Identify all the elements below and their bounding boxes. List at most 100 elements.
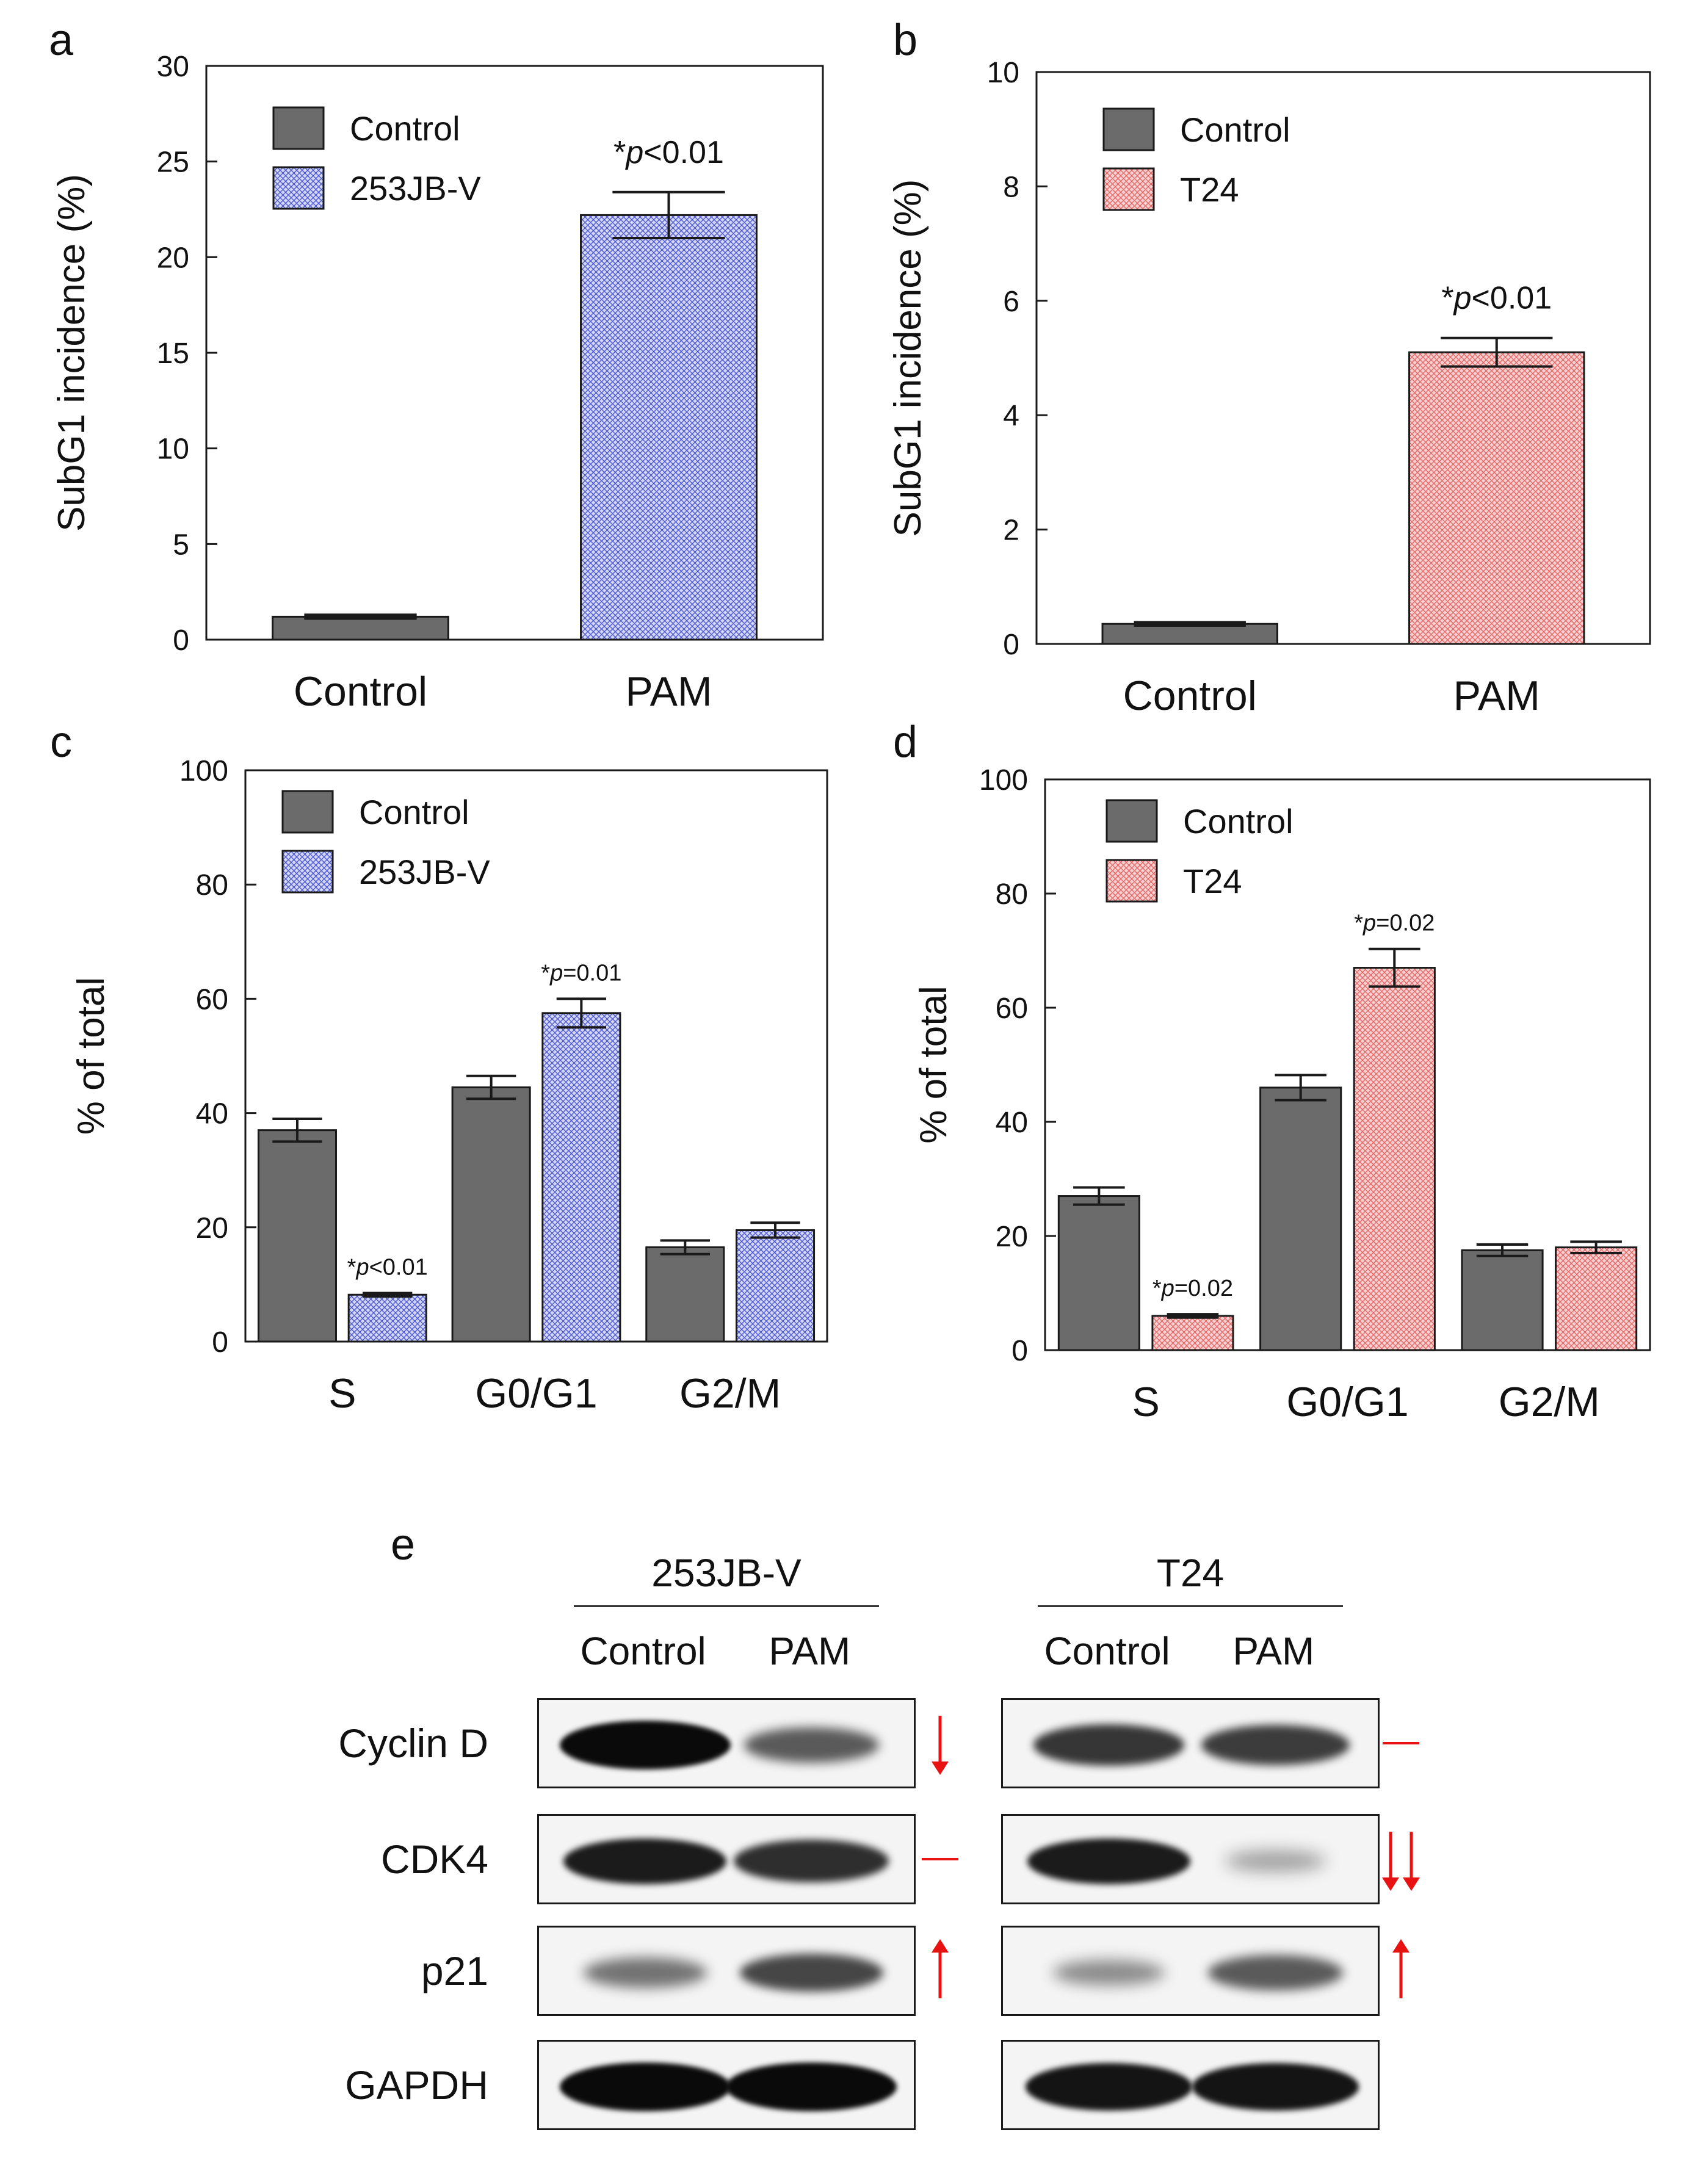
significance-label: *p=0.02 xyxy=(1354,911,1435,936)
change-indicator-none xyxy=(922,1858,958,1860)
legend-swatch xyxy=(1102,167,1155,211)
x-tick-label: S xyxy=(1132,1379,1159,1425)
blot-band xyxy=(1053,1959,1165,1986)
bar-control-control xyxy=(1101,623,1278,645)
y-tick-label: 2 xyxy=(1003,515,1019,547)
y-tick-label: 4 xyxy=(1003,400,1019,432)
blot-pane xyxy=(537,1698,916,1788)
bar-g2-m-control xyxy=(1461,1249,1544,1351)
panel-label: b xyxy=(893,16,917,65)
bar-g0-g1-t24 xyxy=(1353,967,1436,1351)
x-tick-label: S xyxy=(328,1370,356,1417)
panel-label: d xyxy=(893,718,917,767)
blot-lane-label: PAM xyxy=(1232,1629,1315,1673)
change-indicator-double-down xyxy=(1382,1832,1420,1891)
legend-swatch xyxy=(1102,107,1155,151)
blot-band xyxy=(1025,2063,1193,2111)
y-axis-label: % of total xyxy=(913,986,955,1143)
y-tick-label: 20 xyxy=(996,1221,1028,1253)
change-indicator-none xyxy=(1373,2048,1428,2122)
y-tick-label: 80 xyxy=(996,878,1028,911)
y-axis-label: % of total xyxy=(70,977,112,1135)
bar-g2-m-control xyxy=(645,1246,725,1343)
chart-c: c 0 20 40 60 80 100 % of total S G0/G1 G2/M Control… xyxy=(50,718,828,1417)
x-tick-label: PAM xyxy=(625,668,712,715)
blot-pane xyxy=(1001,2040,1380,2130)
blot-lane-label: Control xyxy=(580,1629,706,1673)
legend-swatch xyxy=(272,106,325,150)
plot-frame xyxy=(244,769,828,1343)
y-tick-label: 10 xyxy=(157,433,189,466)
change-indicator-none xyxy=(913,2048,968,2122)
blot-lane-label: PAM xyxy=(769,1629,851,1673)
y-tick-label: 60 xyxy=(196,983,228,1016)
blot-pane xyxy=(1001,1926,1380,2016)
y-tick-label: 20 xyxy=(196,1212,228,1245)
blot-group-underline xyxy=(574,1605,879,1607)
x-tick-label: G0/G1 xyxy=(1286,1379,1408,1425)
y-tick-label: 100 xyxy=(179,755,228,787)
y-tick-label: 0 xyxy=(1011,1335,1028,1367)
legend-label: Control xyxy=(350,109,460,148)
legend-label: Control xyxy=(359,793,469,831)
plot-frame xyxy=(1044,778,1651,1351)
chart-d: d 0 20 40 60 80 100 % of total S G0/G1 G2/M Control… xyxy=(893,718,1651,1425)
blot-band xyxy=(1192,2063,1359,2111)
blot-band xyxy=(559,1721,731,1769)
significance-label: *p<0.01 xyxy=(1441,281,1552,316)
blot-pane xyxy=(1001,1814,1380,1904)
change-indicator-down xyxy=(932,1716,949,1775)
y-tick-label: 40 xyxy=(996,1107,1028,1139)
change-indicator-up xyxy=(932,1939,949,1998)
panel-label: a xyxy=(49,16,74,65)
y-tick-label: 20 xyxy=(157,242,189,274)
y-tick-label: 0 xyxy=(1003,629,1019,661)
significance-label: *p<0.01 xyxy=(613,135,724,170)
blot-row-label: CDK4 xyxy=(380,1837,488,1882)
change-indicator-up xyxy=(1392,1939,1409,1998)
legend-swatch xyxy=(272,166,325,210)
x-tick-label: G0/G1 xyxy=(475,1370,597,1417)
blot-pane xyxy=(1001,1698,1380,1788)
bar-pam-t24 xyxy=(1408,351,1585,645)
legend-label: 253JB-V xyxy=(359,853,490,891)
bar-s-t24 xyxy=(1151,1315,1234,1351)
blot-band xyxy=(726,2062,897,2111)
y-tick-label: 60 xyxy=(996,992,1028,1025)
blot-group-underline xyxy=(1038,1605,1343,1607)
blot-band xyxy=(1201,1725,1350,1765)
bar-g0-g1-253jb-v xyxy=(541,1012,621,1343)
up-arrow-head-icon xyxy=(932,1939,949,1953)
x-tick-label: Control xyxy=(294,668,427,715)
blot-band xyxy=(734,1840,889,1882)
blot-band xyxy=(1207,1955,1344,1990)
blot-band xyxy=(583,1957,707,1988)
blot-band xyxy=(1225,1850,1326,1872)
bar-s-control xyxy=(1057,1195,1140,1351)
significance-label: *p=0.01 xyxy=(541,960,621,986)
x-tick-label: PAM xyxy=(1453,673,1540,719)
y-tick-label: 0 xyxy=(212,1326,228,1359)
bar-g2-m-t24 xyxy=(1555,1246,1638,1351)
plot-frame xyxy=(1035,71,1651,645)
blot-row-label: Cyclin D xyxy=(338,1721,488,1766)
y-tick-label: 100 xyxy=(979,764,1028,797)
blot-band xyxy=(563,1838,727,1884)
legend-label: T24 xyxy=(1180,170,1239,209)
significance-label: *p=0.02 xyxy=(1153,1276,1233,1301)
bar-pam-253jb-v xyxy=(580,214,758,641)
y-tick-label: 15 xyxy=(157,338,189,370)
y-tick-label: 5 xyxy=(173,529,189,561)
x-tick-label: G2/M xyxy=(679,1370,781,1417)
legend-label: Control xyxy=(1180,110,1290,149)
y-tick-label: 8 xyxy=(1003,171,1019,203)
significance-label: *p<0.01 xyxy=(347,1254,428,1280)
down-arrow-head-icon xyxy=(932,1762,949,1775)
blot-row-label: p21 xyxy=(421,1948,488,1993)
blot-band xyxy=(1033,1724,1185,1766)
up-arrow-head-icon xyxy=(1392,1939,1409,1953)
down-arrow-head-icon xyxy=(1382,1877,1399,1891)
